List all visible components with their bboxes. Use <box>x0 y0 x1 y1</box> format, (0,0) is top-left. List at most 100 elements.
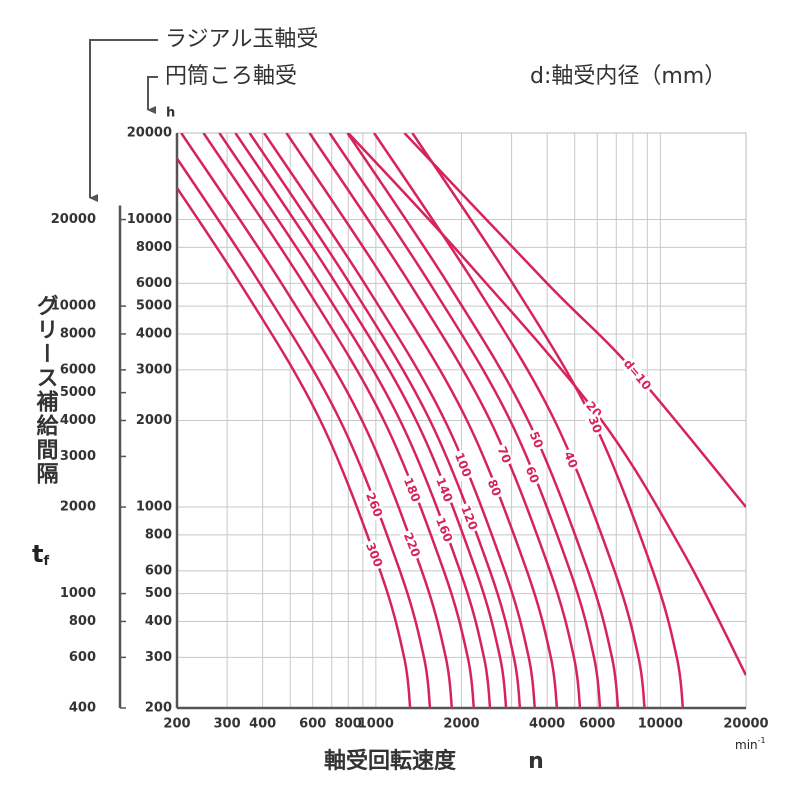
curve-label-group: 260 <box>361 488 386 522</box>
curve-label-bg <box>584 412 606 438</box>
x-symbol: n <box>528 749 544 774</box>
y-tick-label: 4000 <box>136 326 172 341</box>
x-tick-label: 800 <box>335 717 362 732</box>
curve-label: 80 <box>485 477 504 498</box>
curve-label-group: 60 <box>521 462 543 488</box>
curve <box>248 133 522 708</box>
curve-label: 50 <box>527 429 546 450</box>
curve <box>373 133 646 708</box>
curve-label-group: 70 <box>493 442 515 468</box>
y2-tick-label: 5000 <box>60 385 96 400</box>
x-tick-label: 400 <box>249 717 276 732</box>
cylindrical-arrow <box>147 76 158 114</box>
y-tick-label: 2000 <box>136 413 172 428</box>
x-tick-label: 2000 <box>443 717 479 732</box>
x-tick-label: 10000 <box>638 717 683 732</box>
curve-label-group: 160 <box>431 513 456 547</box>
x-unit-exp: -1 <box>758 736 766 745</box>
curve <box>202 133 476 708</box>
curve-label: 40 <box>561 449 580 470</box>
x-tick-label: 1000 <box>358 717 394 732</box>
curve-label-bg <box>521 462 543 488</box>
curve-label-bg <box>361 538 386 572</box>
curve-label: 30 <box>586 414 605 435</box>
y2-tick-label: 10000 <box>51 299 96 314</box>
curve-label-group: 220 <box>399 528 424 562</box>
y-symbol-sub: f <box>43 554 49 569</box>
curve <box>234 133 508 708</box>
curve <box>177 156 432 708</box>
y-unit: h <box>166 106 175 121</box>
curve <box>263 133 537 708</box>
curve <box>285 133 559 708</box>
curve-label-group: 300 <box>361 538 386 572</box>
x-tick-label: 4000 <box>529 717 565 732</box>
curve-label-bg <box>431 513 456 547</box>
curve-label-group: 180 <box>399 473 424 507</box>
x-unit-base: min <box>735 738 758 752</box>
y2-tick-label: 800 <box>69 614 96 629</box>
x-tick-label: 6000 <box>579 717 615 732</box>
y2-tick-label: 4000 <box>60 413 96 428</box>
curve <box>411 133 685 708</box>
curve <box>308 133 582 708</box>
y-title: グリース補給間隔 <box>33 294 60 486</box>
curve <box>177 185 412 708</box>
curve <box>180 133 454 708</box>
curve-label-bg <box>525 427 547 453</box>
radial-arrow <box>89 39 158 202</box>
y-tick-label: 600 <box>145 563 172 578</box>
y-symbol: tf <box>32 540 49 569</box>
curve-label-bg <box>581 397 606 423</box>
curve-label-bg <box>361 488 386 522</box>
legend-title: d:軸受内径（mm） <box>530 64 726 89</box>
curve <box>328 133 602 708</box>
curve-label-bg <box>399 473 424 507</box>
y-tick-label: 300 <box>145 650 172 665</box>
curve-label: 70 <box>495 444 514 465</box>
cylindrical-label: 円筒ころ軸受 <box>165 64 297 89</box>
curve-label-group: 80 <box>483 475 505 501</box>
curve-label-bg <box>619 355 655 395</box>
y-tick-label: 3000 <box>136 362 172 377</box>
curve <box>403 133 746 508</box>
y-tick-label: 500 <box>145 586 172 601</box>
x-label: 軸受回転速度 <box>324 748 457 774</box>
curve-label-bg <box>456 501 481 535</box>
y2-tick-label: 8000 <box>60 326 96 341</box>
curve-label-group: 50 <box>525 427 547 453</box>
y-tick-label: 400 <box>145 614 172 629</box>
curve-label-bg <box>483 475 505 501</box>
y-tick-label: 5000 <box>136 299 172 314</box>
curve-label-bg <box>431 473 456 507</box>
curve <box>218 133 492 708</box>
curve-label: 60 <box>523 464 542 485</box>
x-tick-label: 20000 <box>723 717 768 732</box>
curve-label-bg <box>493 442 515 468</box>
curve-label-group: 40 <box>560 447 581 473</box>
y2-tick-label: 3000 <box>60 449 96 464</box>
y-symbol-base: t <box>32 540 43 568</box>
y-tick-label: 1000 <box>136 500 172 515</box>
y-tick-label: 20000 <box>127 126 172 141</box>
y2-tick-label: 2000 <box>60 500 96 515</box>
curve-label-group: d=10 <box>619 355 655 395</box>
y-tick-label: 800 <box>145 527 172 542</box>
y-tick-label: 6000 <box>136 276 172 291</box>
curve-label-bg <box>450 448 475 482</box>
y-tick-label: 10000 <box>127 212 172 227</box>
y2-tick-label: 1000 <box>60 586 96 601</box>
y-tick-label: 200 <box>145 701 172 716</box>
curves <box>177 133 746 708</box>
x-tick-label: 300 <box>214 717 241 732</box>
x-tick-label: 600 <box>299 717 326 732</box>
y2-tick-label: 600 <box>69 650 96 665</box>
y2-tick-label: 400 <box>69 701 96 716</box>
curve-label-bg <box>399 528 424 562</box>
y2-tick-label: 6000 <box>60 362 96 377</box>
curve-label-bg <box>560 447 581 473</box>
x-tick-label: 200 <box>163 717 190 732</box>
x-unit: min-1 <box>735 736 766 752</box>
y-tick-label: 8000 <box>136 240 172 255</box>
